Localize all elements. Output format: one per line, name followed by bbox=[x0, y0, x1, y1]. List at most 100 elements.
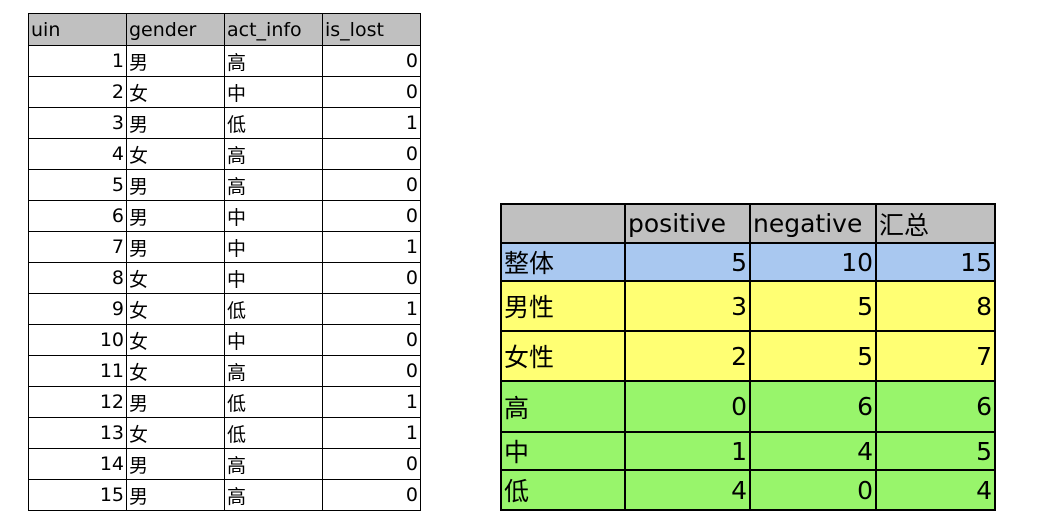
table-cell: 男 bbox=[126, 479, 225, 511]
row-label: 整体 bbox=[500, 242, 626, 282]
table-cell: 5 bbox=[749, 330, 877, 382]
table-cell: 女 bbox=[126, 417, 225, 449]
table-cell: 1 bbox=[322, 386, 421, 418]
table-cell: 5 bbox=[624, 242, 751, 282]
summary-row: 男性 3 5 8 bbox=[500, 280, 996, 332]
table-cell: 0 bbox=[322, 355, 421, 387]
row-label: 高 bbox=[500, 380, 626, 433]
table-cell: 1 bbox=[322, 231, 421, 263]
table-cell: 0 bbox=[322, 479, 421, 511]
header-row: positive negative 汇总 bbox=[500, 203, 996, 244]
table-cell: 14 bbox=[28, 448, 127, 480]
table-cell: 高 bbox=[224, 479, 323, 511]
table-cell: 0 bbox=[322, 200, 421, 232]
table-cell: 中 bbox=[224, 324, 323, 356]
table-cell: 4 bbox=[28, 138, 127, 170]
table-cell: 1 bbox=[28, 45, 127, 77]
table-cell: 0 bbox=[322, 76, 421, 108]
row-label: 女性 bbox=[500, 330, 626, 382]
table-cell: 2 bbox=[28, 76, 127, 108]
column-header: gender bbox=[126, 13, 225, 46]
table-row: 13 女低 1 bbox=[28, 417, 421, 449]
table-cell: 女 bbox=[126, 138, 225, 170]
column-header bbox=[500, 203, 626, 244]
column-header: is_lost bbox=[322, 13, 421, 46]
table-cell: 0 bbox=[322, 262, 421, 294]
table-cell: 4 bbox=[624, 469, 751, 511]
table-cell: 男 bbox=[126, 200, 225, 232]
table-cell: 1 bbox=[322, 107, 421, 139]
table-cell: 4 bbox=[875, 469, 996, 511]
table-cell: 12 bbox=[28, 386, 127, 418]
raw-data-table: uin gender act_info is_lost 1 男高 0 2 女中 0 3 男低 1 4 女高 0… bbox=[28, 13, 421, 511]
table-cell: 10 bbox=[28, 324, 127, 356]
column-header: uin bbox=[28, 13, 127, 46]
table-cell: 高 bbox=[224, 448, 323, 480]
table-cell: 11 bbox=[28, 355, 127, 387]
table-cell: 高 bbox=[224, 355, 323, 387]
table-cell: 7 bbox=[28, 231, 127, 263]
table-row: 14 男高 0 bbox=[28, 448, 421, 480]
table-cell: 女 bbox=[126, 324, 225, 356]
column-header: 汇总 bbox=[875, 203, 996, 244]
table-cell: 低 bbox=[224, 293, 323, 325]
table-cell: 中 bbox=[224, 76, 323, 108]
table-cell: 0 bbox=[322, 169, 421, 201]
table-cell: 2 bbox=[624, 330, 751, 382]
table-row: 11 女高 0 bbox=[28, 355, 421, 387]
table-cell: 1 bbox=[322, 293, 421, 325]
table-cell: 中 bbox=[224, 200, 323, 232]
table-cell: 高 bbox=[224, 45, 323, 77]
table-cell: 5 bbox=[749, 280, 877, 332]
table-cell: 6 bbox=[875, 380, 996, 433]
summary-table: positive negative 汇总 整体 5 10 15 男性 3 5 8 女性 2 5 7 高 0 6 6 中… bbox=[500, 203, 996, 511]
table-cell: 5 bbox=[875, 431, 996, 471]
table-cell: 3 bbox=[28, 107, 127, 139]
table-cell: 3 bbox=[624, 280, 751, 332]
table-cell: 男 bbox=[126, 169, 225, 201]
header-row: uin gender act_info is_lost bbox=[28, 13, 421, 46]
table-cell: 低 bbox=[224, 107, 323, 139]
table-cell: 10 bbox=[749, 242, 877, 282]
row-label: 中 bbox=[500, 431, 626, 471]
table-cell: 0 bbox=[624, 380, 751, 433]
column-header: positive bbox=[624, 203, 751, 244]
summary-row: 女性 2 5 7 bbox=[500, 330, 996, 382]
table-cell: 低 bbox=[224, 386, 323, 418]
table-cell: 6 bbox=[749, 380, 877, 433]
table-cell: 中 bbox=[224, 231, 323, 263]
table-cell: 高 bbox=[224, 169, 323, 201]
column-header: negative bbox=[749, 203, 877, 244]
table-cell: 0 bbox=[322, 138, 421, 170]
table-cell: 男 bbox=[126, 107, 225, 139]
table-cell: 15 bbox=[28, 479, 127, 511]
table-cell: 男 bbox=[126, 448, 225, 480]
table-row: 10 女中 0 bbox=[28, 324, 421, 356]
table-cell: 男 bbox=[126, 231, 225, 263]
table-cell: 8 bbox=[28, 262, 127, 294]
table-cell: 13 bbox=[28, 417, 127, 449]
table-cell: 4 bbox=[749, 431, 877, 471]
table-cell: 女 bbox=[126, 355, 225, 387]
table-cell: 0 bbox=[322, 448, 421, 480]
table-cell: 女 bbox=[126, 293, 225, 325]
table-cell: 男 bbox=[126, 386, 225, 418]
table-cell: 0 bbox=[322, 324, 421, 356]
table-cell: 8 bbox=[875, 280, 996, 332]
table-cell: 女 bbox=[126, 76, 225, 108]
table-cell: 男 bbox=[126, 45, 225, 77]
table-cell: 1 bbox=[624, 431, 751, 471]
table-cell: 6 bbox=[28, 200, 127, 232]
column-header: act_info bbox=[224, 13, 323, 46]
